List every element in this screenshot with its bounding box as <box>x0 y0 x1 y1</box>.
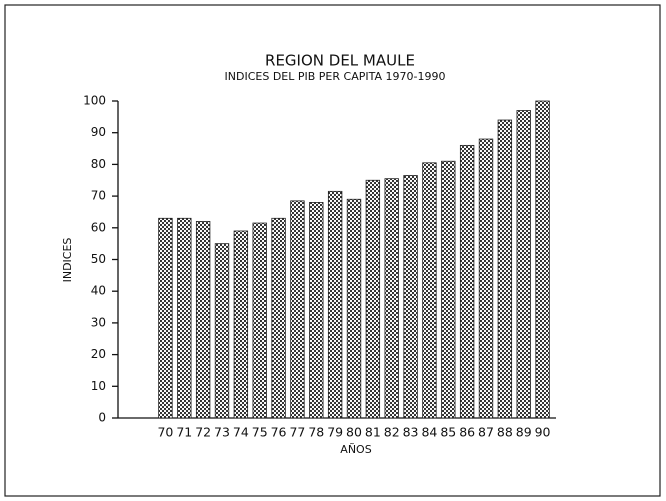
x-tick-label: 84 <box>421 425 437 440</box>
y-tick-label: 50 <box>91 252 106 266</box>
bar <box>516 110 531 419</box>
y-tick-label: 100 <box>83 94 106 108</box>
y-tick-label: 20 <box>91 347 106 361</box>
chart-title: REGION DEL MAULE <box>265 52 415 70</box>
x-tick-label: 75 <box>252 425 268 440</box>
x-tick-label: 76 <box>271 425 287 440</box>
y-tick-label: 90 <box>91 125 106 139</box>
x-tick-label: 81 <box>365 425 381 440</box>
x-tick-label: 82 <box>384 425 400 440</box>
bar <box>459 144 475 419</box>
bar <box>346 198 362 419</box>
bar <box>158 217 173 419</box>
bar <box>384 178 399 419</box>
y-tick-label: 10 <box>91 379 106 393</box>
chart-subtitle: INDICES DEL PIB PER CAPITA 1970-1990 <box>225 70 446 83</box>
x-axis-label: AÑOS <box>340 443 371 456</box>
x-tick-label: 83 <box>403 425 419 440</box>
x-tick-label: 79 <box>327 425 343 440</box>
bar <box>309 202 324 419</box>
bar <box>233 230 249 419</box>
x-tick-label: 74 <box>233 425 249 440</box>
y-tick-label: 70 <box>91 189 106 203</box>
x-tick-label: 89 <box>516 425 532 440</box>
x-tick-label: 77 <box>289 425 305 440</box>
y-tick-label: 80 <box>91 157 106 171</box>
bar <box>214 243 230 419</box>
x-tick-label: 88 <box>497 425 513 440</box>
x-tick-label: 87 <box>478 425 494 440</box>
bar <box>195 221 211 419</box>
bar <box>365 179 381 419</box>
y-tick-label: 60 <box>91 220 106 234</box>
bar <box>290 200 305 419</box>
x-tick-label: 72 <box>195 425 211 440</box>
x-tick-label: 73 <box>214 425 230 440</box>
x-tick-label: 85 <box>440 425 456 440</box>
x-tick-label: 80 <box>346 425 362 440</box>
frame <box>4 4 661 497</box>
bar <box>271 217 286 419</box>
y-tick-label: 30 <box>91 315 106 329</box>
bar <box>478 138 494 419</box>
bar <box>441 160 456 419</box>
x-tick-label: 70 <box>157 425 173 440</box>
bar <box>177 217 192 419</box>
x-tick-label: 90 <box>535 425 551 440</box>
bar <box>252 222 267 419</box>
bar <box>327 190 343 419</box>
y-axis-label: INDICES <box>61 238 74 283</box>
x-tick-label: 86 <box>459 425 475 440</box>
bar <box>422 162 437 419</box>
y-tick-label: 0 <box>98 411 106 425</box>
bar <box>535 100 550 419</box>
bar <box>497 119 513 419</box>
bar <box>403 175 418 419</box>
y-tick-label: 40 <box>91 284 106 298</box>
x-tick-label: 78 <box>308 425 324 440</box>
x-tick-label: 71 <box>176 425 192 440</box>
